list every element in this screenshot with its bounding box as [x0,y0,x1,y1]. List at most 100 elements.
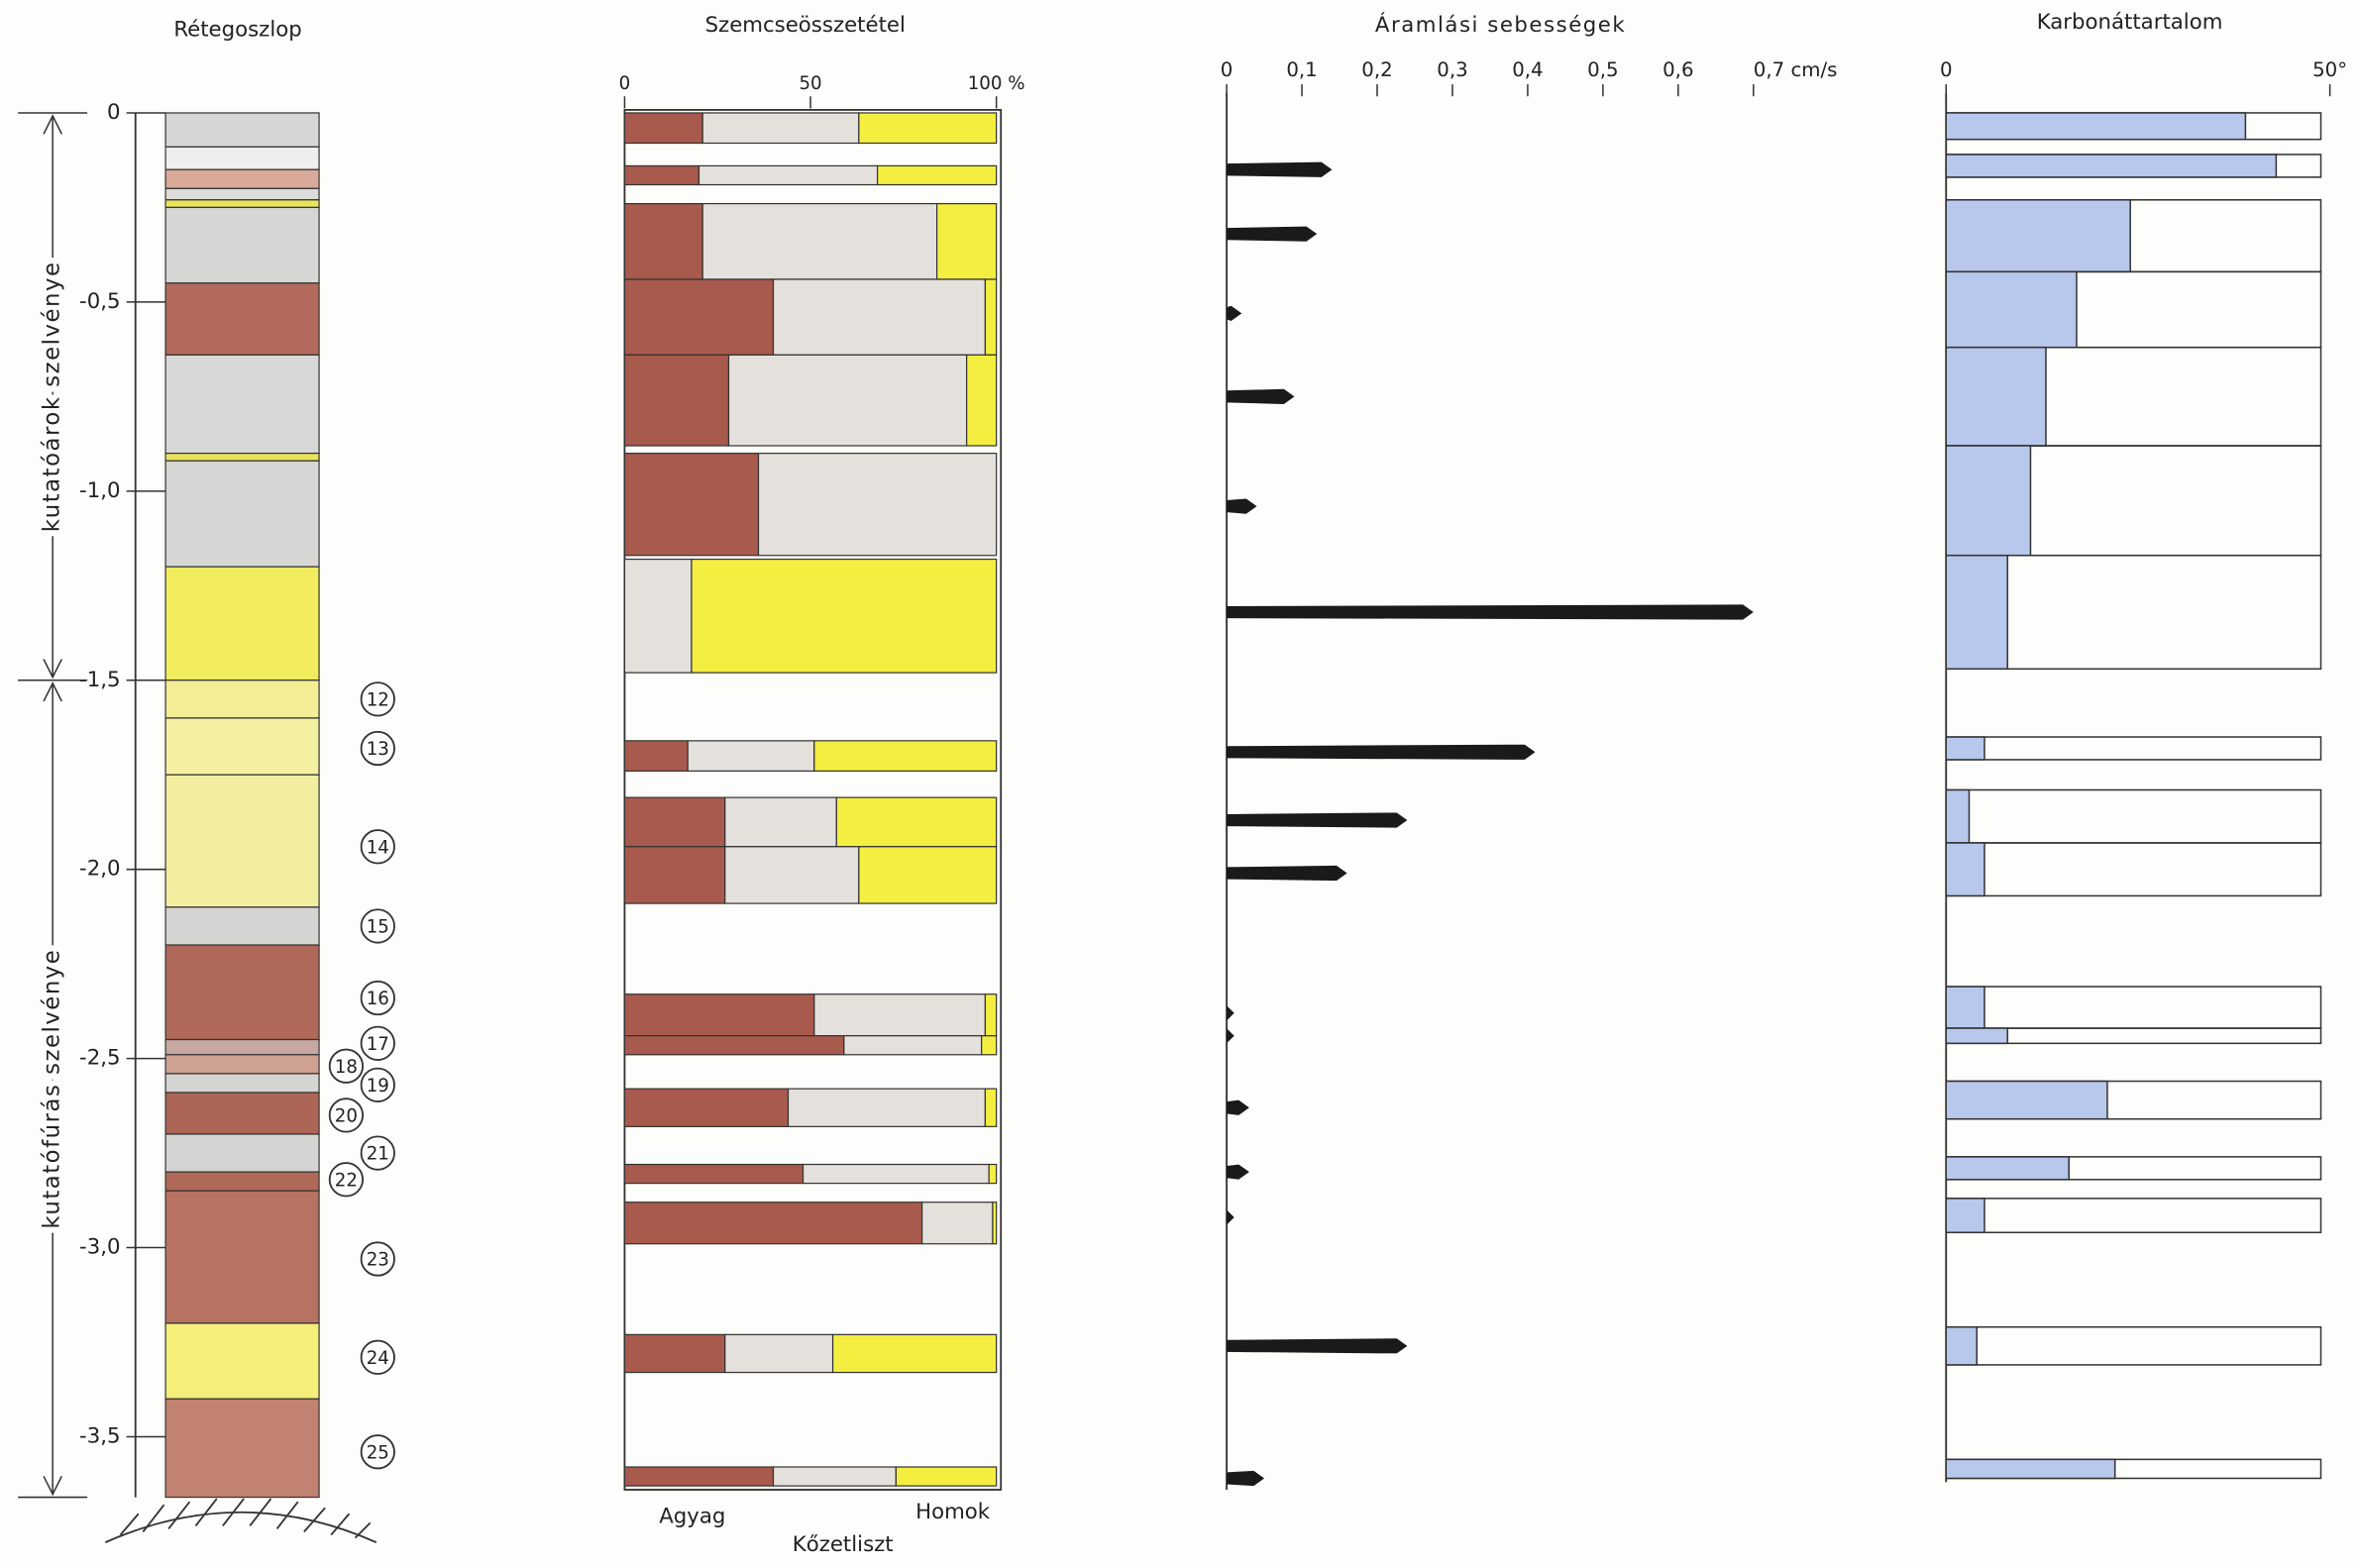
velocity-bar [1227,604,1754,619]
grain-segment [624,1334,724,1372]
velocity-tick-label: 0,7 cm/s [1754,58,1838,81]
diagram: Rétegoszlop Szemcseösszetétel Áramlási s… [0,0,2360,1568]
velocity-bar [1227,1005,1234,1020]
grain-tick-label: 0 [619,73,631,94]
grain-segment [896,1467,996,1486]
layer [165,1191,319,1323]
velocity-bar [1227,499,1256,514]
depth-tick-label: -2,0 [79,857,120,882]
grain-segment [624,994,813,1036]
grain-segment [624,204,702,279]
depth-tick-label: -3,5 [79,1423,120,1448]
grain-segment [937,204,997,279]
carbonate-bar [1946,987,1985,1028]
grain-segment [702,204,936,279]
sample-label: 16 [367,989,389,1009]
carbonate-bar [1946,1082,2107,1119]
grain-segment [814,741,997,772]
layer [165,1399,319,1497]
grain-segment [859,113,997,144]
sample-label: 18 [335,1057,358,1078]
velocity-tick-label: 0,5 [1587,58,1618,81]
carbonate-tick-label: 0 [1940,58,1953,81]
velocity-bar [1227,1209,1234,1224]
velocity-title: Áramlási sebességek [1375,12,1626,38]
layer [165,1323,319,1399]
carbonate-bar [1946,737,1985,760]
grain-segment [836,797,996,847]
layer [165,718,319,775]
grain-segment [624,1202,921,1244]
layer [165,113,319,147]
velocity-bar [1227,306,1241,321]
velocity-bar [1227,1471,1264,1486]
grain-segment [789,1089,986,1126]
grain-segment [774,1467,897,1486]
sample-label: 14 [367,837,389,858]
sample-label: 23 [367,1250,389,1271]
depth-tick-label: -0,5 [79,289,120,314]
layer [165,1134,319,1172]
velocity-tick-label: 0,2 [1361,58,1392,81]
sample-label: 12 [367,689,389,710]
sample-label: 15 [367,916,389,937]
carbonate-bar [1946,789,1969,842]
section-label: kutatófúrás szelvénye [40,949,65,1229]
grain-segment [833,1334,997,1372]
carbonate-bar [1946,843,1985,895]
column-title: Rétegoszlop [173,17,301,42]
carbonate-box [1946,1327,2320,1365]
grain-segment [702,113,859,144]
layer [165,680,319,718]
depth-tick-label: -1,0 [79,478,120,503]
velocity-bar [1227,1028,1234,1043]
grain-segment [692,560,997,674]
carbonate-bar [1946,271,2077,347]
grain-tick-label: 50 [799,73,821,94]
grain-segment [624,797,724,847]
carbonate-box [1946,843,2320,895]
grain-segment [624,741,688,772]
velocity-bar [1227,389,1294,404]
grain-segment [624,113,702,144]
layer [165,283,319,356]
velocity-bar [1227,866,1347,881]
grain-segment [725,847,859,903]
grain-segment [985,279,996,355]
layer [165,567,319,680]
sample-label: 20 [335,1105,358,1126]
layer [165,461,319,567]
sample-label: 13 [367,739,389,760]
sample-label: 17 [367,1034,389,1055]
grain-segment [804,1165,990,1184]
ground-hatch [105,1499,375,1542]
layer [165,1172,319,1191]
velocity-bar [1227,1165,1249,1180]
grain-segment [725,1334,833,1372]
grain-tick-label: 100 % [968,73,1025,94]
grain-legend-label: Homok [915,1500,991,1524]
grain-segment [774,279,986,355]
grain-segment [688,741,814,772]
velocity-tick-label: 0 [1221,58,1234,81]
grain-segment [624,1089,788,1126]
carbonate-bar [1946,155,2276,177]
depth-tick-label: -2,5 [79,1046,120,1071]
layer [165,945,319,1039]
grain-segment [814,994,986,1036]
carbonate-bar [1946,1459,2114,1478]
layer [165,200,319,208]
carbonate-bar [1946,1157,2069,1180]
sample-label: 19 [367,1076,389,1097]
layer [165,147,319,169]
carbonate-bar [1946,113,2245,140]
velocity-bar [1227,162,1332,177]
grain-segment [624,454,758,556]
grain-segment [989,1165,997,1184]
carbonate-bar [1946,556,2007,670]
grain-title: Szemcseösszetétel [705,13,906,38]
grain-segment [982,1036,997,1055]
grain-segment [624,847,724,903]
grain-segment [624,1036,843,1055]
velocity-tick-label: 0,1 [1286,58,1317,81]
